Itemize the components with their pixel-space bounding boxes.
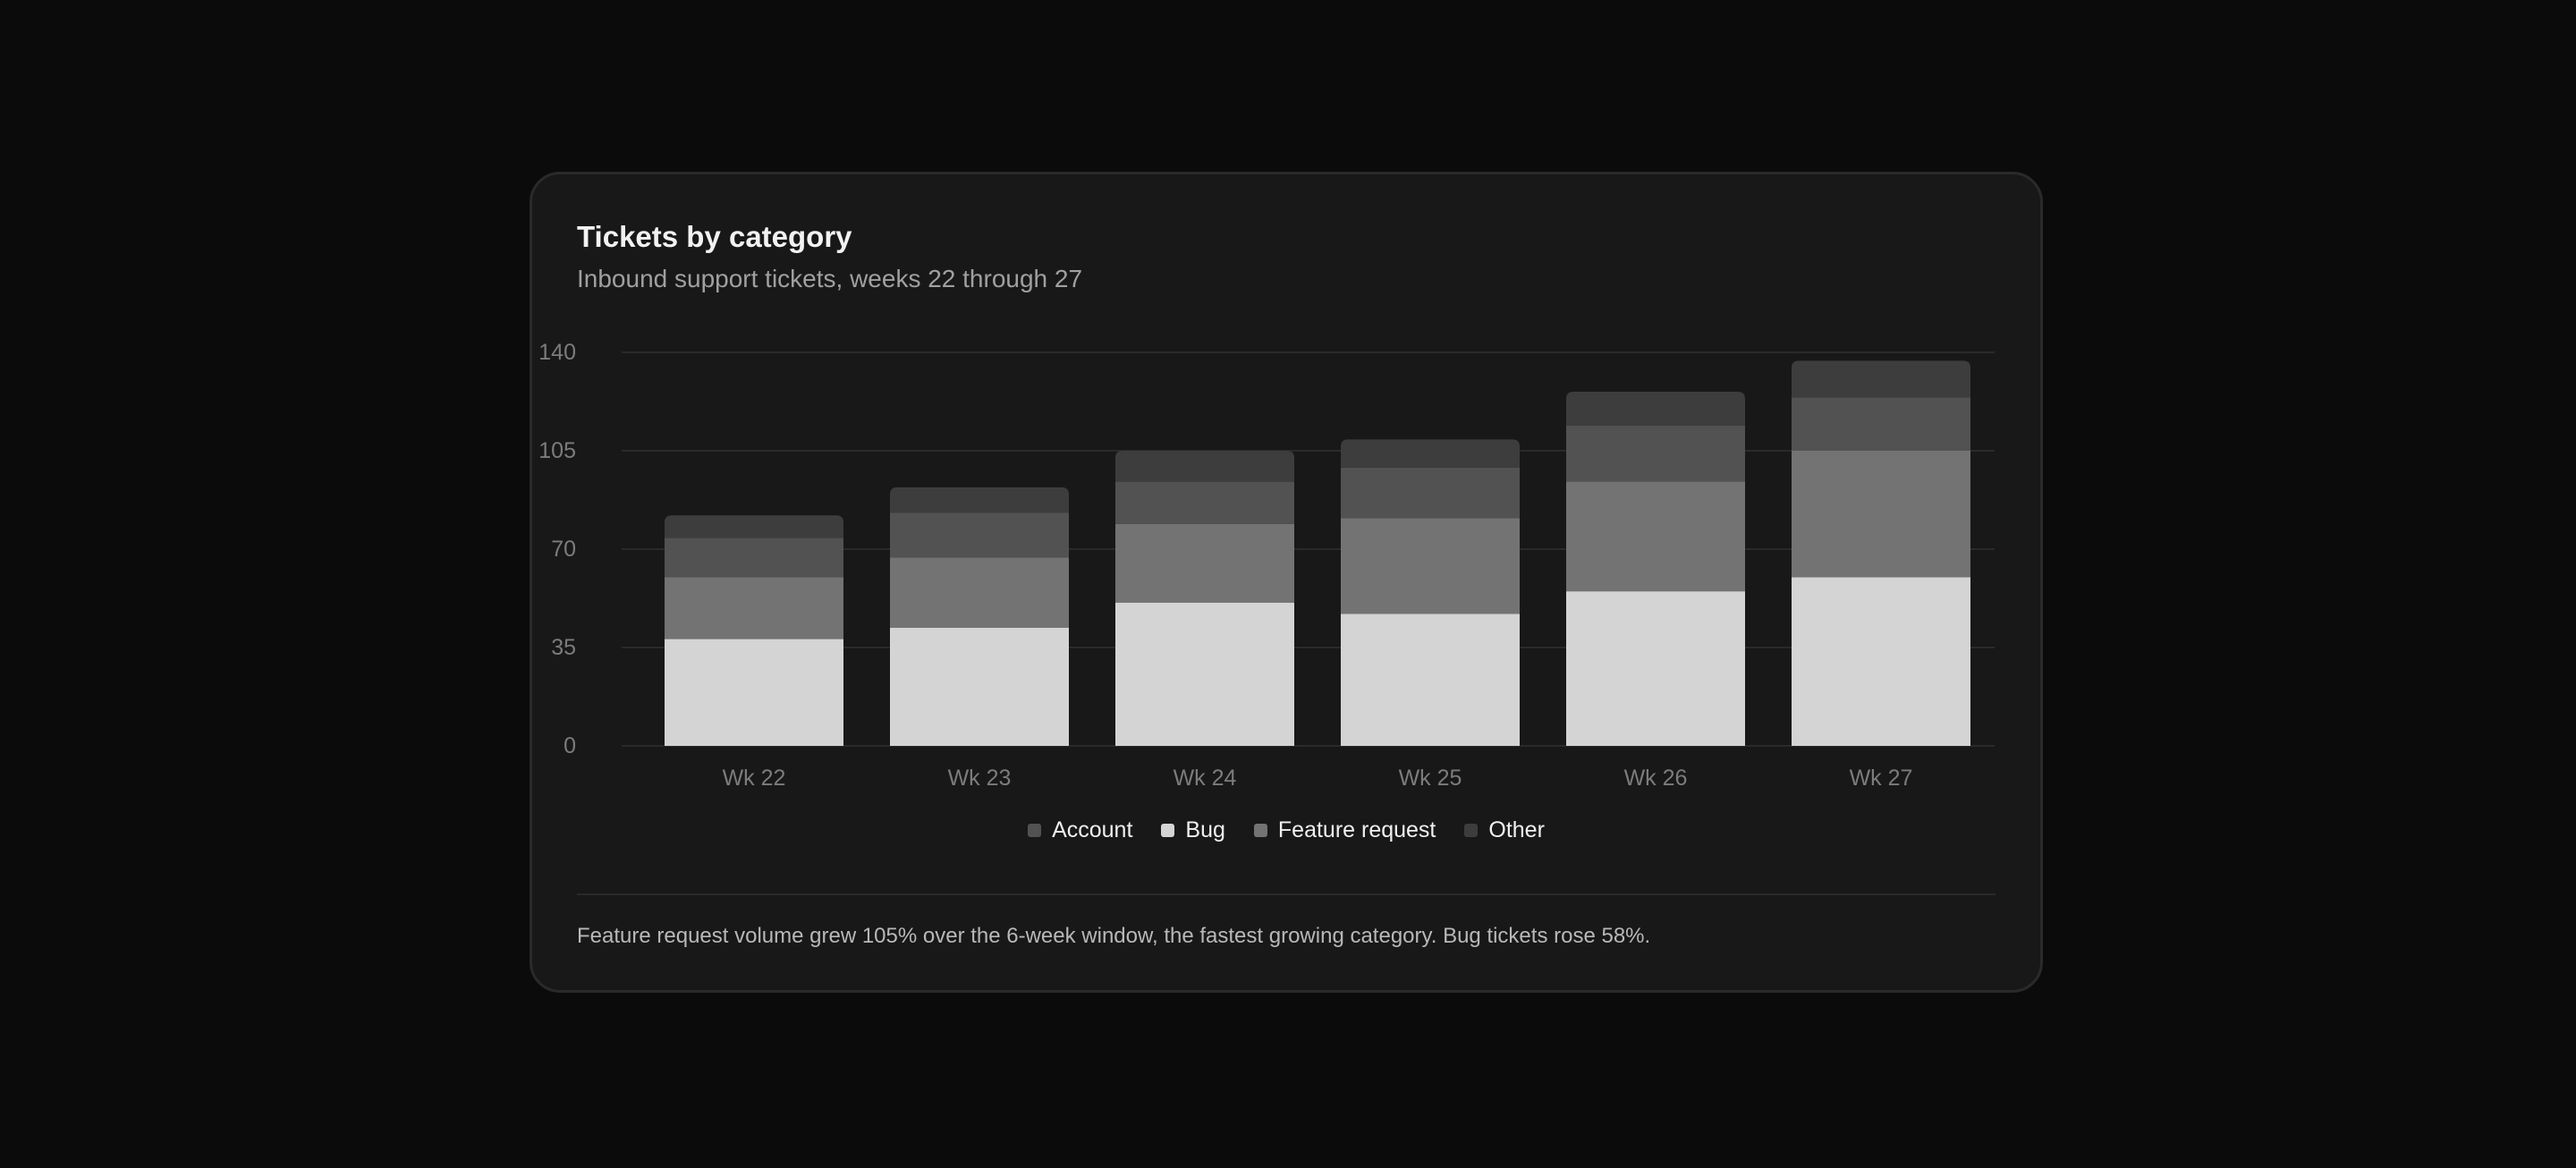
bar-segment-other[interactable] <box>1341 439 1520 468</box>
legend-item-feature-request[interactable]: Feature request <box>1253 817 1436 843</box>
bar-segment-account[interactable] <box>1341 467 1520 519</box>
legend-item-bug[interactable]: Bug <box>1161 817 1225 843</box>
chart-title: Tickets by category <box>577 220 852 253</box>
bar-segment-other[interactable] <box>1566 392 1745 426</box>
y-tick-label: 0 <box>564 733 576 758</box>
x-tick-label: Wk 24 <box>1174 766 1237 791</box>
bar-segment-account[interactable] <box>665 537 843 578</box>
bar-segment-bug[interactable] <box>1115 602 1294 746</box>
x-tick-label: Wk 25 <box>1399 766 1462 791</box>
bar-segment-account[interactable] <box>1566 425 1745 482</box>
bar-segment-feature-request[interactable] <box>1341 518 1520 614</box>
bar-segment-account[interactable] <box>1115 481 1294 524</box>
chart-subtitle: Inbound support tickets, weeks 22 throug… <box>577 265 1083 292</box>
grid-lines <box>622 351 1995 747</box>
legend-swatch <box>1253 824 1267 837</box>
bar-segment-bug[interactable] <box>1341 614 1520 746</box>
legend-label: Account <box>1052 817 1133 842</box>
divider <box>577 893 1996 895</box>
x-tick-label: Wk 23 <box>948 766 1012 791</box>
y-tick-label: 70 <box>551 537 576 562</box>
bar-segment-bug[interactable] <box>1792 577 1970 746</box>
legend-swatch <box>1464 824 1479 837</box>
chart-footnote: Feature request volume grew 105% over th… <box>577 924 1651 948</box>
bar-segment-account[interactable] <box>890 512 1069 558</box>
legend-swatch <box>1028 824 1042 837</box>
bar-segment-bug[interactable] <box>665 639 843 746</box>
legend-item-account[interactable]: Account <box>1028 817 1132 843</box>
legend-label: Other <box>1488 817 1545 842</box>
bar-segment-other[interactable] <box>890 487 1069 513</box>
y-tick-label: 105 <box>538 438 576 463</box>
y-tick-label: 140 <box>538 340 576 365</box>
x-tick-label: Wk 26 <box>1624 766 1688 791</box>
x-tick-label: Wk 22 <box>723 766 786 791</box>
bar-segment-feature-request[interactable] <box>890 557 1069 628</box>
chart-legend: Account Bug Feature request Other <box>532 817 2040 843</box>
legend-label: Feature request <box>1277 817 1436 842</box>
legend-label: Bug <box>1185 817 1225 842</box>
x-tick-label: Wk 27 <box>1850 766 1913 791</box>
bar-segment-feature-request[interactable] <box>665 577 843 639</box>
legend-swatch <box>1161 824 1175 837</box>
bar-segment-account[interactable] <box>1792 397 1970 451</box>
legend-item-other[interactable]: Other <box>1464 817 1545 843</box>
x-axis-ticks: Wk 22 Wk 23 Wk 24 Wk 25 Wk 26 Wk 27 <box>723 766 1913 791</box>
bar-segment-feature-request[interactable] <box>1792 451 1970 578</box>
bar-segment-bug[interactable] <box>1566 591 1745 746</box>
bar-segment-other[interactable] <box>1792 360 1970 398</box>
bars <box>665 360 1970 746</box>
y-tick-label: 35 <box>551 635 576 660</box>
chart-card: Tickets by category Inbound support tick… <box>530 172 2043 993</box>
bar-segment-other[interactable] <box>665 515 843 538</box>
bar-segment-feature-request[interactable] <box>1115 523 1294 603</box>
bar-segment-feature-request[interactable] <box>1566 481 1745 592</box>
bar-segment-other[interactable] <box>1115 451 1294 482</box>
bar-segment-bug[interactable] <box>890 628 1069 746</box>
y-axis-ticks: 0 35 70 105 140 <box>538 340 576 758</box>
